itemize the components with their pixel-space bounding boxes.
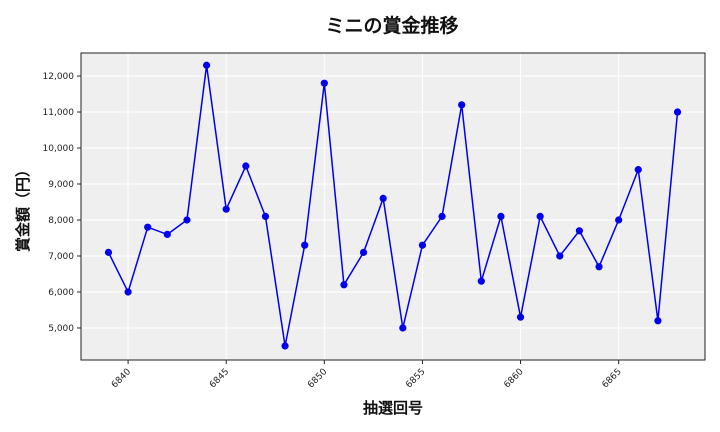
data-point: [320, 79, 328, 87]
data-point: [242, 162, 250, 170]
plot-frame: [80, 52, 706, 361]
data-point: [399, 324, 407, 332]
x-tick-label: 6865: [601, 367, 624, 390]
data-point: [340, 281, 348, 289]
data-point: [379, 194, 387, 203]
data-point: [536, 212, 544, 220]
data-point: [477, 277, 485, 285]
x-tick-label: 6845: [208, 367, 231, 390]
data-point: [183, 216, 191, 224]
data-point: [516, 313, 525, 321]
y-tick-label: 8,000: [48, 216, 74, 226]
data-point: [634, 166, 642, 174]
data-point: [595, 263, 603, 271]
data-point: [575, 227, 584, 235]
y-tick-label: 7,000: [48, 252, 74, 262]
data-point: [261, 212, 270, 220]
data-point: [673, 108, 682, 116]
data-point: [654, 317, 662, 325]
data-point: [438, 212, 446, 220]
data-point: [556, 252, 564, 260]
data-point: [418, 241, 427, 249]
data-point: [301, 241, 309, 249]
data-point: [222, 205, 230, 213]
chart-title: ミニの賞金推移: [325, 14, 458, 37]
x-axis-label: 抽選回号: [363, 399, 423, 417]
data-point: [458, 101, 466, 109]
y-tick-label: 5,000: [48, 324, 74, 334]
data-point: [104, 248, 113, 256]
plot-area: [81, 53, 705, 360]
y-tick-label: 10,000: [43, 144, 75, 154]
data-point: [202, 61, 211, 69]
x-tick-label: 6850: [306, 367, 329, 390]
series-line: [107, 65, 679, 347]
y-tick-label: 9,000: [48, 180, 74, 190]
data-point: [144, 223, 152, 231]
data-point: [359, 248, 368, 256]
x-tick-label: 6855: [404, 367, 427, 390]
data-point: [281, 342, 289, 350]
y-tick-label: 11,000: [43, 108, 75, 118]
x-tick-label: 6840: [110, 367, 133, 390]
data-point: [163, 230, 171, 238]
y-tick-label: 6,000: [48, 288, 74, 298]
data-point: [615, 216, 623, 224]
y-axis-label: 賞金額（円）: [14, 162, 32, 252]
y-tick-label: 12,000: [43, 72, 75, 82]
data-point: [124, 288, 132, 296]
data-point: [497, 212, 505, 220]
x-tick-label: 6860: [502, 367, 525, 390]
